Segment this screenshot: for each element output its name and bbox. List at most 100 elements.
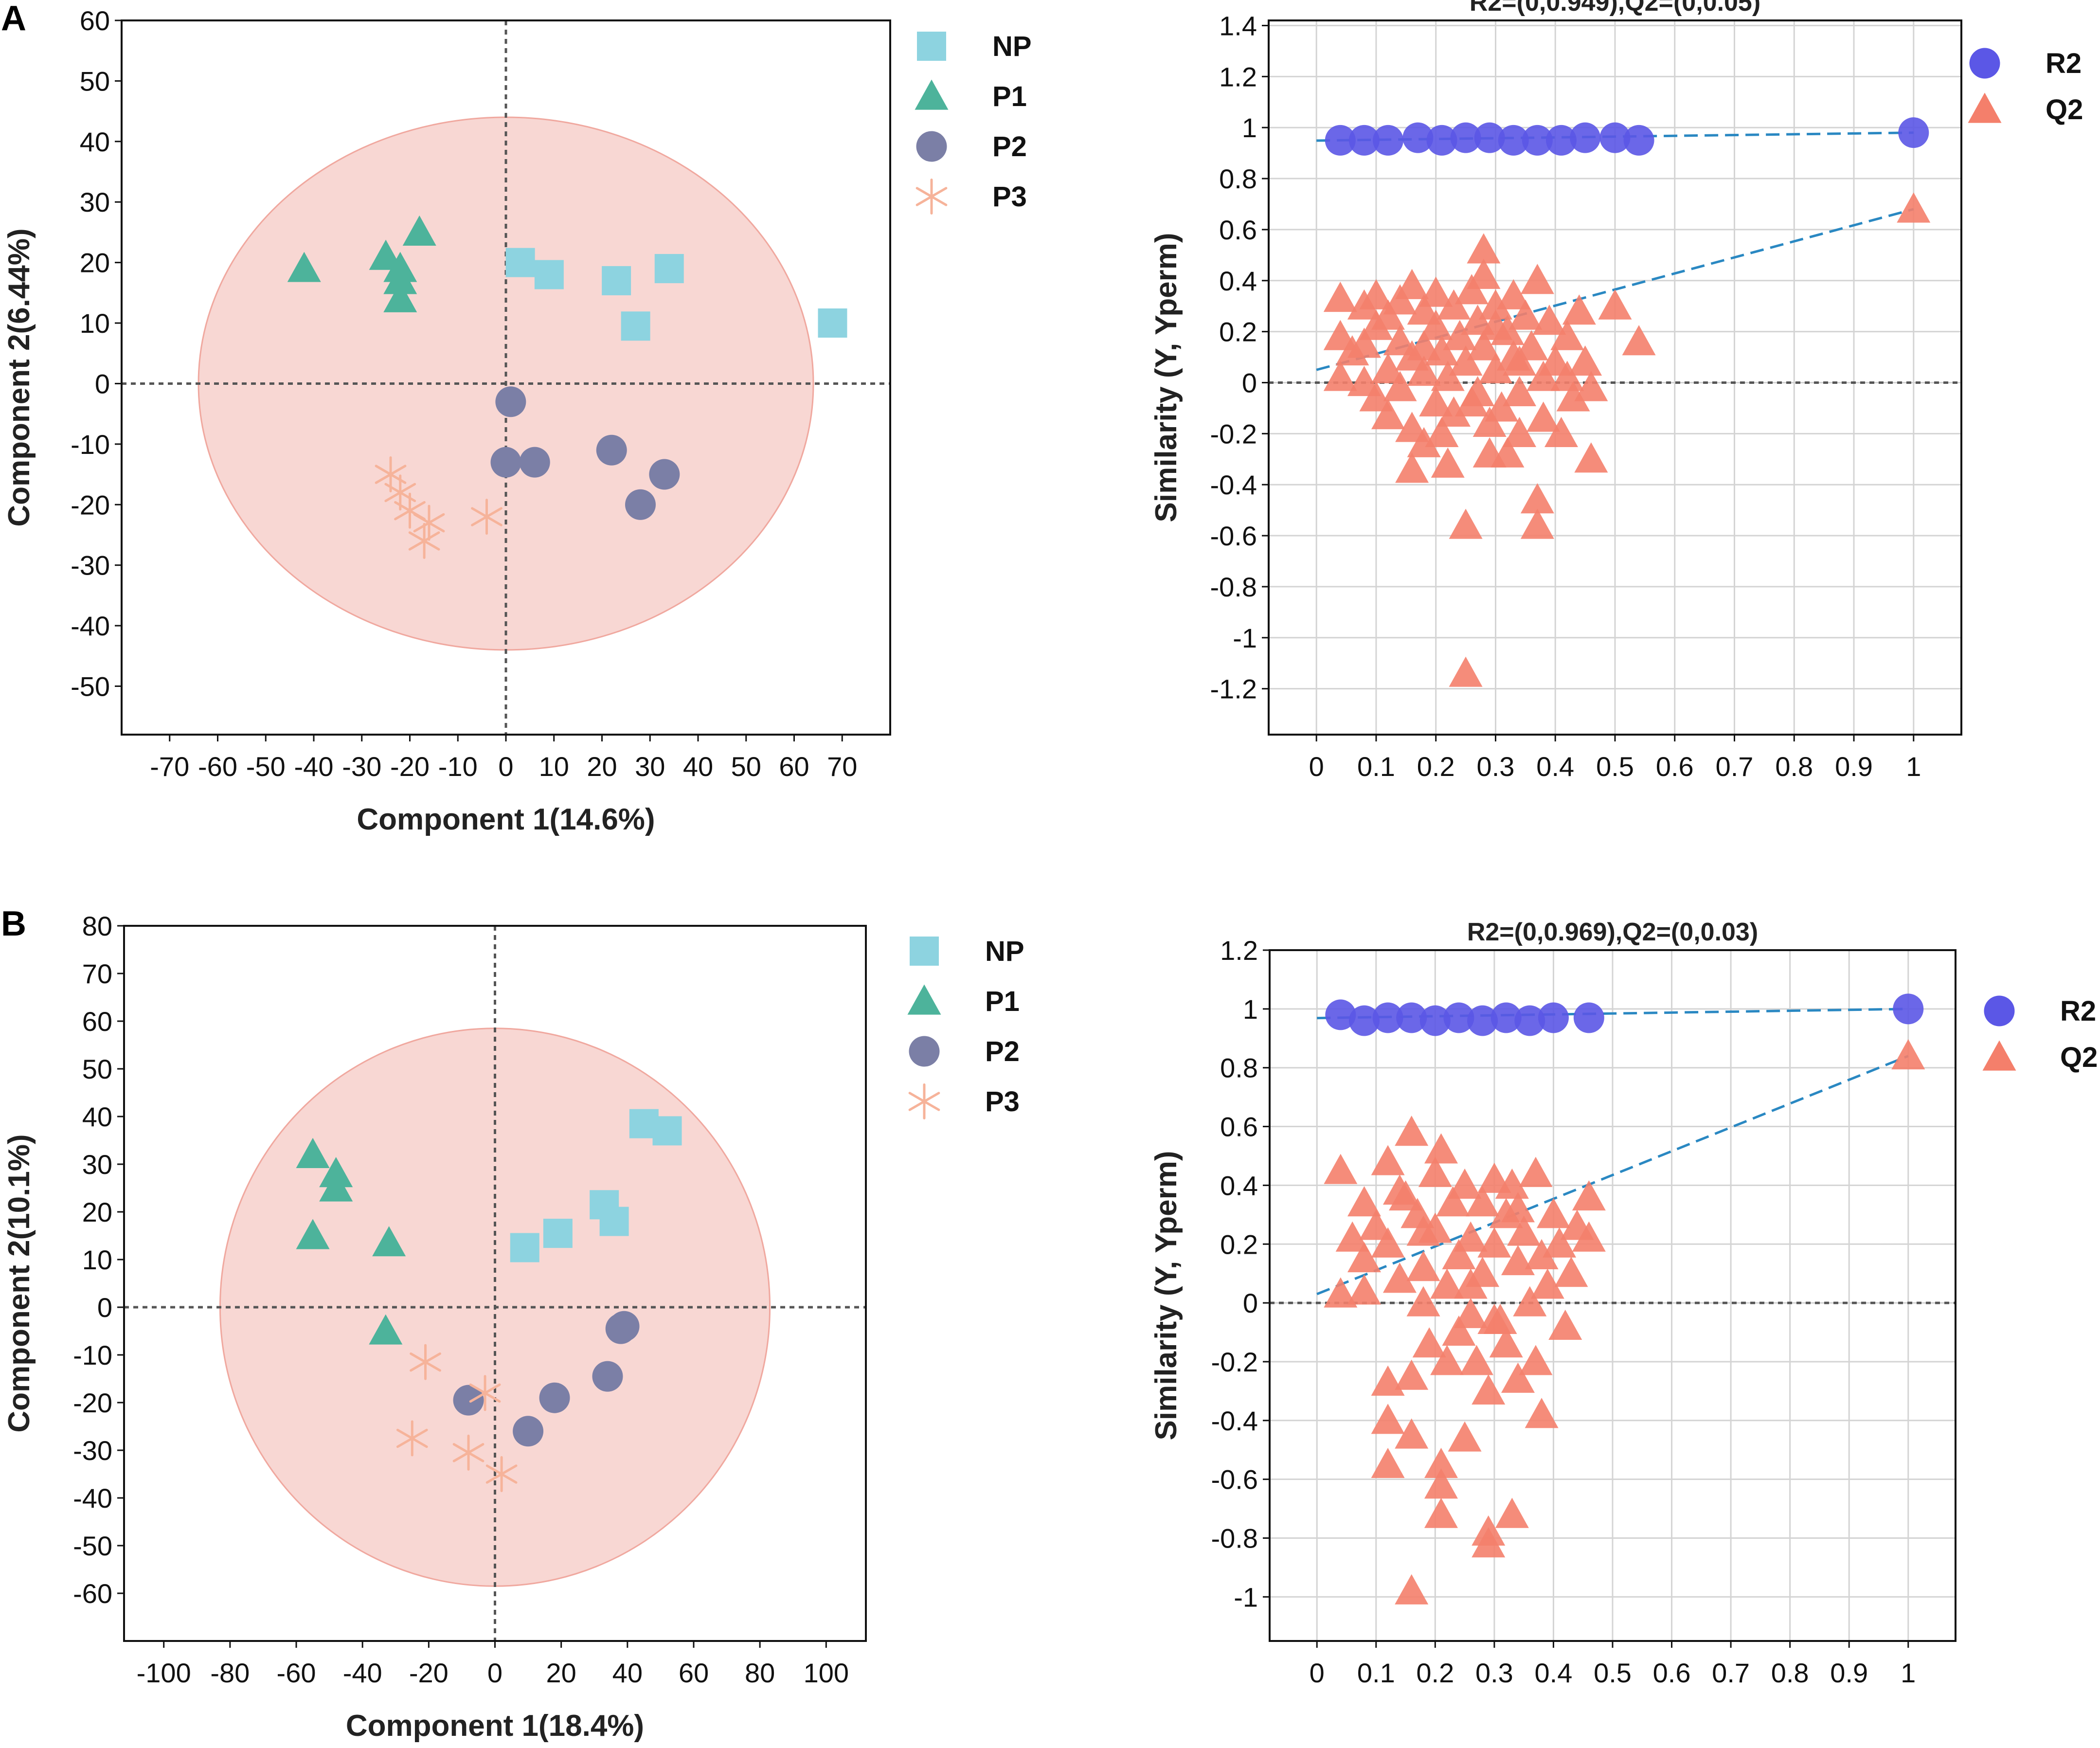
point-p3-stroke: [408, 531, 440, 551]
point-q2: [1508, 299, 1543, 330]
point-q2: [1425, 416, 1459, 447]
point-q2: [1520, 483, 1554, 514]
point-p1: [296, 1137, 330, 1168]
point-q2: [1495, 1168, 1529, 1199]
x-tick-label: 100: [804, 1658, 849, 1688]
x-tick-label: 40: [683, 751, 713, 782]
panel-label-a: A: [1, 0, 26, 38]
x-tick-label: 0.5: [1594, 1658, 1632, 1688]
legend-label-np: NP: [985, 936, 1024, 967]
point-p3-stroke: [452, 1443, 485, 1462]
y-tick-label: 0.8: [1219, 163, 1257, 194]
point-q2: [1536, 1198, 1570, 1228]
point-r2: [1498, 125, 1529, 156]
point-q2: [1454, 386, 1489, 417]
point-r2: [1514, 1005, 1545, 1036]
x-tick-label: -30: [342, 751, 381, 782]
point-p1: [383, 264, 417, 294]
point-q2: [1359, 381, 1393, 412]
point-np: [599, 1207, 629, 1236]
y-tick-label: -0.8: [1211, 1523, 1258, 1554]
y-tick-label: -40: [71, 611, 110, 641]
point-q2: [1395, 1574, 1429, 1604]
x-tick-label: 0.8: [1775, 751, 1813, 782]
point-q2: [1324, 1153, 1358, 1184]
legend-marker-p1: [907, 984, 941, 1015]
point-p3: [485, 1456, 518, 1492]
point-q2: [1382, 1262, 1417, 1293]
point-p3: [469, 1375, 501, 1411]
point-r2: [1325, 999, 1356, 1030]
point-q2: [1496, 279, 1530, 309]
point-q2: [1335, 335, 1369, 366]
y-tick-label: -20: [71, 489, 110, 520]
y-tick-label: -0.6: [1210, 521, 1257, 551]
y-tick-label: -1: [1233, 623, 1257, 653]
legend-label-q2: Q2: [2046, 94, 2083, 126]
x-tick-label: 20: [587, 751, 617, 782]
point-q2: [1550, 320, 1584, 350]
x-tick-label: 0.5: [1596, 751, 1634, 782]
point-np: [510, 1233, 539, 1262]
x-tick-label: 60: [779, 751, 809, 782]
point-q2: [1419, 386, 1453, 417]
y-tick-label: 30: [80, 187, 110, 217]
point-q2: [1395, 1418, 1429, 1449]
point-q2: [1530, 1268, 1564, 1299]
point-q2: [1371, 399, 1405, 430]
x-tick-label: 0.2: [1416, 1658, 1454, 1688]
x-tick-label: 0.1: [1357, 751, 1395, 782]
point-q2: [1472, 406, 1507, 437]
y-tick-label: 0.4: [1219, 266, 1257, 296]
point-q2: [1467, 258, 1501, 289]
x-tick-label: -50: [246, 751, 286, 782]
x-tick-label: -10: [438, 751, 478, 782]
point-q2: [1424, 1133, 1458, 1164]
point-q2: [1485, 391, 1519, 422]
point-r2: [1573, 1002, 1604, 1033]
point-q2: [1454, 1221, 1488, 1252]
point-q2: [1467, 330, 1501, 360]
legend-marker-p3: [908, 1083, 940, 1119]
point-q2: [1407, 427, 1441, 457]
point-np: [654, 254, 684, 284]
point-p3-stroke: [485, 1464, 518, 1484]
point-r2: [1373, 125, 1404, 156]
legend-label-r2: R2: [2046, 48, 2082, 79]
point-q2: [1371, 1227, 1405, 1258]
point-p2: [592, 1361, 623, 1392]
point-q2: [1891, 1039, 1925, 1070]
x-tick-label: 0.3: [1475, 1658, 1513, 1688]
point-q2: [1543, 1227, 1577, 1258]
x-tick-label: 0.6: [1653, 1658, 1691, 1688]
point-q2: [1478, 309, 1512, 340]
y-axis-label: Component 2(6.44%): [2, 228, 36, 526]
panel-label-b: B: [1, 904, 26, 943]
point-q2: [1897, 192, 1931, 223]
y-tick-label: 0.6: [1220, 1112, 1258, 1142]
x-tick-label: 50: [731, 751, 761, 782]
point-q2: [1574, 442, 1608, 473]
legend-marker-p2: [916, 131, 947, 162]
point-r2: [1474, 122, 1505, 153]
point-q2: [1442, 1239, 1476, 1270]
point-q2: [1431, 360, 1465, 391]
y-tick-label: 1: [1243, 994, 1258, 1025]
x-tick-label: 0.1: [1357, 1658, 1395, 1688]
y-tick-label: 1: [1242, 112, 1257, 143]
point-q2: [1526, 401, 1561, 432]
point-q2: [1383, 284, 1417, 315]
legend-label-r2: R2: [2060, 995, 2096, 1027]
point-q2: [1371, 1447, 1405, 1478]
point-q2: [1503, 416, 1537, 447]
chart-a-pca: -70 -60 -50 -40 -30 -20 -10 0 10 20 30 40 50 60 70 60 50…: [2, 5, 1032, 836]
point-p2: [519, 447, 550, 478]
y-tick-label: 40: [82, 1101, 112, 1132]
y-tick-label: -10: [71, 429, 110, 460]
point-q2: [1371, 1404, 1405, 1434]
y-tick-label: 40: [80, 126, 110, 157]
point-q2: [1478, 289, 1512, 320]
point-q2: [1395, 269, 1429, 299]
legend-marker-p2: [909, 1036, 940, 1067]
